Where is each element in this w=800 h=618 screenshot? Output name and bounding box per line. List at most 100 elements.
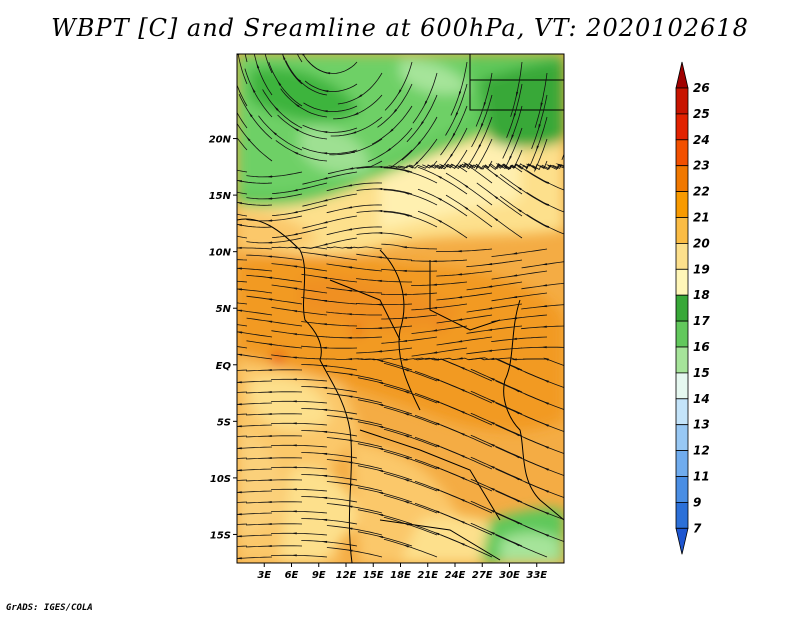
streamline-arrow bbox=[433, 358, 440, 361]
streamline-arrow bbox=[266, 320, 273, 323]
streamline-arrow bbox=[525, 165, 529, 172]
streamline bbox=[440, 424, 493, 448]
streamline-arrow bbox=[291, 233, 298, 236]
streamline bbox=[532, 165, 564, 171]
streamline-arrow bbox=[392, 109, 397, 115]
streamline bbox=[271, 422, 328, 426]
streamline-arrow bbox=[511, 337, 517, 340]
streamline-arrow bbox=[291, 356, 297, 359]
streamline-arrow bbox=[215, 159, 219, 164]
streamline-arrow bbox=[321, 177, 328, 180]
streamline bbox=[355, 303, 413, 305]
streamline bbox=[272, 226, 328, 238]
streamline-arrow bbox=[291, 189, 298, 192]
lat-label: 5S bbox=[217, 417, 231, 428]
streamline-arrow bbox=[266, 391, 272, 393]
streamline-arrow bbox=[346, 266, 353, 269]
streamline bbox=[502, 105, 523, 159]
streamline-arrow bbox=[462, 205, 469, 210]
streamline bbox=[381, 314, 438, 320]
streamline bbox=[357, 487, 413, 503]
streamline bbox=[526, 191, 564, 213]
streamline-arrow bbox=[492, 172, 498, 178]
streamline-arrow bbox=[403, 544, 409, 548]
streamline bbox=[383, 516, 438, 536]
streamline bbox=[277, 114, 328, 140]
streamline-arrow bbox=[431, 306, 438, 309]
streamline bbox=[271, 284, 328, 294]
streamline-arrow bbox=[511, 296, 518, 298]
streamline bbox=[356, 232, 413, 239]
streamline bbox=[302, 124, 358, 133]
streamline bbox=[253, 54, 273, 96]
streamline-arrow bbox=[513, 477, 520, 481]
streamline bbox=[520, 346, 564, 349]
streamline bbox=[237, 346, 248, 349]
streamline-arrow bbox=[407, 165, 414, 169]
streamline bbox=[383, 189, 438, 206]
streamline-arrow bbox=[403, 522, 409, 526]
streamline-arrow bbox=[266, 457, 272, 459]
streamline bbox=[271, 400, 328, 404]
streamline-arrow bbox=[291, 466, 297, 469]
streamline-arrow bbox=[229, 97, 232, 103]
streamline bbox=[357, 509, 413, 525]
streamline bbox=[237, 512, 273, 515]
streamline-arrow bbox=[321, 386, 328, 389]
colorbar-label: 17 bbox=[693, 314, 710, 328]
streamline bbox=[380, 292, 438, 295]
streamline bbox=[440, 512, 493, 536]
colorbar-label: 7 bbox=[693, 521, 702, 535]
streamline-arrow bbox=[513, 367, 520, 371]
streamline bbox=[302, 215, 358, 229]
streamline bbox=[237, 179, 273, 184]
streamline-arrow bbox=[543, 202, 550, 207]
streamline bbox=[383, 362, 438, 382]
streamline bbox=[237, 111, 248, 129]
streamline-arrow bbox=[489, 399, 495, 403]
streamline bbox=[524, 459, 564, 476]
streamline-arrow bbox=[489, 487, 495, 491]
streamline bbox=[510, 61, 523, 117]
streamline bbox=[531, 94, 548, 149]
streamline-arrow bbox=[513, 113, 516, 119]
streamline-arrow bbox=[233, 73, 236, 79]
streamline bbox=[237, 490, 273, 493]
streamline bbox=[237, 353, 273, 360]
streamline-arrow bbox=[266, 343, 273, 346]
streamline-arrow bbox=[489, 443, 495, 447]
streamline-arrow bbox=[377, 359, 384, 363]
streamline bbox=[246, 237, 303, 244]
streamline bbox=[302, 171, 358, 185]
streamline-arrow bbox=[291, 400, 297, 403]
streamline bbox=[406, 94, 438, 143]
streamline bbox=[237, 201, 273, 206]
streamline bbox=[303, 102, 358, 112]
streamline bbox=[440, 490, 493, 514]
colorbar-swatch bbox=[675, 294, 689, 322]
streamline-arrow bbox=[211, 436, 217, 438]
streamline bbox=[411, 347, 468, 357]
streamline-arrow bbox=[262, 39, 264, 45]
streamline bbox=[301, 321, 358, 327]
streamline-arrow bbox=[211, 392, 217, 394]
streamline-arrow bbox=[382, 166, 389, 169]
streamline-arrow bbox=[376, 350, 382, 353]
streamline-arrow bbox=[291, 422, 297, 425]
streamline bbox=[245, 457, 303, 460]
streamline-arrow bbox=[237, 557, 242, 560]
streamline-arrow bbox=[293, 127, 299, 132]
streamline bbox=[383, 428, 438, 448]
streamline bbox=[326, 503, 383, 514]
streamline-arrow bbox=[456, 296, 463, 299]
streamline-arrow bbox=[511, 358, 517, 361]
colorbar-label: 13 bbox=[693, 418, 710, 432]
streamline-arrow bbox=[346, 505, 353, 508]
streamline bbox=[245, 391, 303, 394]
streamline-arrow bbox=[321, 496, 328, 499]
streamline bbox=[526, 169, 564, 191]
streamline bbox=[326, 311, 382, 316]
streamline bbox=[524, 525, 564, 542]
streamline-arrow bbox=[346, 246, 353, 249]
streamline-arrow bbox=[459, 542, 465, 546]
